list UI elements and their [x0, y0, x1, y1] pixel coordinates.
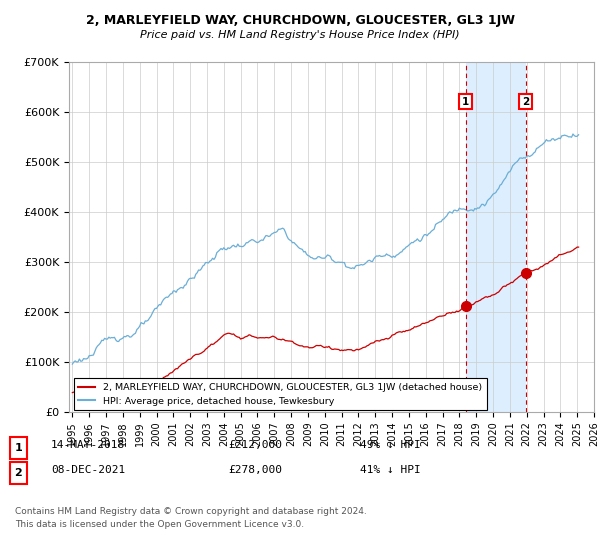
Bar	[466, 62, 526, 412]
Text: Contains HM Land Registry data © Crown copyright and database right 2024.: Contains HM Land Registry data © Crown c…	[15, 507, 367, 516]
Text: 41% ↓ HPI: 41% ↓ HPI	[360, 465, 421, 475]
Text: £212,000: £212,000	[228, 440, 282, 450]
Text: 49% ↓ HPI: 49% ↓ HPI	[360, 440, 421, 450]
Text: 2: 2	[522, 97, 529, 106]
Text: 14-MAY-2018: 14-MAY-2018	[51, 440, 125, 450]
Text: 1: 1	[14, 443, 22, 453]
Text: 08-DEC-2021: 08-DEC-2021	[51, 465, 125, 475]
Text: 1: 1	[462, 97, 469, 106]
Text: 2, MARLEYFIELD WAY, CHURCHDOWN, GLOUCESTER, GL3 1JW: 2, MARLEYFIELD WAY, CHURCHDOWN, GLOUCEST…	[86, 14, 515, 27]
Legend: 2, MARLEYFIELD WAY, CHURCHDOWN, GLOUCESTER, GL3 1JW (detached house), HPI: Avera: 2, MARLEYFIELD WAY, CHURCHDOWN, GLOUCEST…	[74, 378, 487, 410]
Text: £278,000: £278,000	[228, 465, 282, 475]
Text: 2: 2	[14, 468, 22, 478]
Text: This data is licensed under the Open Government Licence v3.0.: This data is licensed under the Open Gov…	[15, 520, 304, 529]
Text: Price paid vs. HM Land Registry's House Price Index (HPI): Price paid vs. HM Land Registry's House …	[140, 30, 460, 40]
